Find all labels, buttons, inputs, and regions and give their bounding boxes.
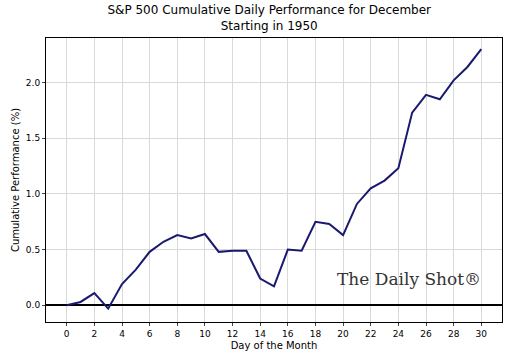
svg-text:0.5: 0.5: [26, 245, 40, 255]
svg-text:30: 30: [476, 329, 488, 339]
svg-text:10: 10: [199, 329, 211, 339]
svg-text:16: 16: [282, 329, 294, 339]
svg-text:26: 26: [420, 329, 432, 339]
svg-text:12: 12: [227, 329, 238, 339]
svg-text:The Daily Shot®: The Daily Shot®: [337, 269, 481, 289]
svg-text:2: 2: [91, 329, 97, 339]
svg-text:22: 22: [365, 329, 376, 339]
svg-text:20: 20: [337, 329, 349, 339]
svg-text:18: 18: [310, 329, 322, 339]
svg-text:14: 14: [254, 329, 266, 339]
svg-text:1.5: 1.5: [26, 133, 40, 143]
svg-text:Day of the Month: Day of the Month: [231, 340, 318, 351]
svg-text:0.0: 0.0: [26, 300, 41, 310]
svg-text:24: 24: [393, 329, 405, 339]
svg-text:0: 0: [64, 329, 70, 339]
svg-text:28: 28: [448, 329, 460, 339]
svg-text:2.0: 2.0: [26, 78, 41, 88]
svg-text:S&P 500 Cumulative Daily Perfo: S&P 500 Cumulative Daily Performance for…: [107, 3, 431, 33]
svg-text:8: 8: [174, 329, 180, 339]
svg-text:6: 6: [147, 329, 153, 339]
svg-text:4: 4: [119, 329, 125, 339]
svg-text:1.0: 1.0: [26, 189, 41, 199]
svg-text:Cumulative Performance (%): Cumulative Performance (%): [10, 108, 21, 252]
